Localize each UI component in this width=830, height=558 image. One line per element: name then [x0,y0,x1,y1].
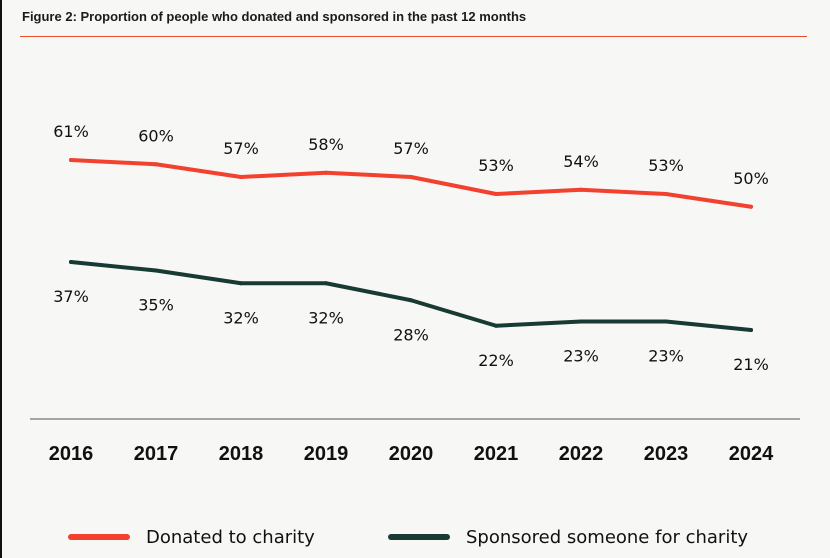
data-point-sponsored-2023 [664,319,668,324]
data-point-donated-2024 [749,204,753,209]
x-tick-label-2024: 2024 [729,443,774,465]
data-label-sponsored-2022: 23% [563,347,599,366]
data-point-donated-2016 [69,158,73,162]
data-label-sponsored-2018: 32% [223,308,259,327]
x-tick-label-2022: 2022 [559,443,604,465]
data-label-sponsored-2020: 28% [393,325,429,344]
legend-label-donated: Donated to charity [146,526,315,548]
x-tick-label-2016: 2016 [49,443,94,465]
data-point-donated-2021 [494,192,498,196]
data-label-sponsored-2017: 35% [138,296,174,315]
title-divider [20,36,807,37]
data-label-donated-2021: 53% [478,156,514,175]
legend-swatch-donated [68,534,130,540]
data-label-sponsored-2023: 23% [648,347,684,366]
x-tick-label-2017: 2017 [134,443,179,465]
data-point-sponsored-2022 [579,319,583,324]
data-label-donated-2023: 53% [648,156,684,175]
data-label-donated-2017: 60% [138,126,174,145]
data-label-donated-2018: 57% [223,139,259,158]
data-point-donated-2023 [664,192,668,196]
legend-label-sponsored: Sponsored someone for charity [466,526,749,548]
data-label-donated-2020: 57% [393,139,429,158]
x-tick-label-2023: 2023 [644,443,689,465]
legend-item-donated: Donated to charity [68,524,315,550]
legend-item-sponsored: Sponsored someone for charity [388,524,748,550]
data-point-sponsored-2020 [409,298,413,303]
data-point-donated-2020 [409,175,413,179]
data-label-donated-2016: 61% [53,122,89,141]
data-point-donated-2022 [579,187,583,192]
data-point-sponsored-2024 [749,328,753,332]
data-label-sponsored-2016: 37% [53,287,89,306]
data-point-donated-2018 [239,175,243,179]
data-point-sponsored-2016 [69,260,73,264]
data-label-sponsored-2019: 32% [308,308,344,327]
data-point-sponsored-2017 [154,268,158,273]
data-point-donated-2017 [154,162,158,167]
data-label-sponsored-2021: 22% [478,351,514,370]
legend-swatch-sponsored [388,534,450,540]
x-tick-label-2021: 2021 [474,443,519,465]
figure-title: Figure 2: Proportion of people who donat… [22,9,527,24]
data-point-sponsored-2019 [324,281,328,286]
data-label-donated-2019: 58% [308,135,344,154]
x-tick-label-2018: 2018 [219,443,264,465]
data-point-sponsored-2021 [494,323,498,328]
data-point-sponsored-2018 [239,281,243,286]
data-label-donated-2024: 50% [733,169,769,188]
data-point-donated-2019 [324,170,328,175]
data-label-sponsored-2024: 21% [733,355,769,374]
x-tick-label-2019: 2019 [304,443,349,465]
x-tick-label-2020: 2020 [389,443,434,465]
data-label-donated-2022: 54% [563,152,599,171]
